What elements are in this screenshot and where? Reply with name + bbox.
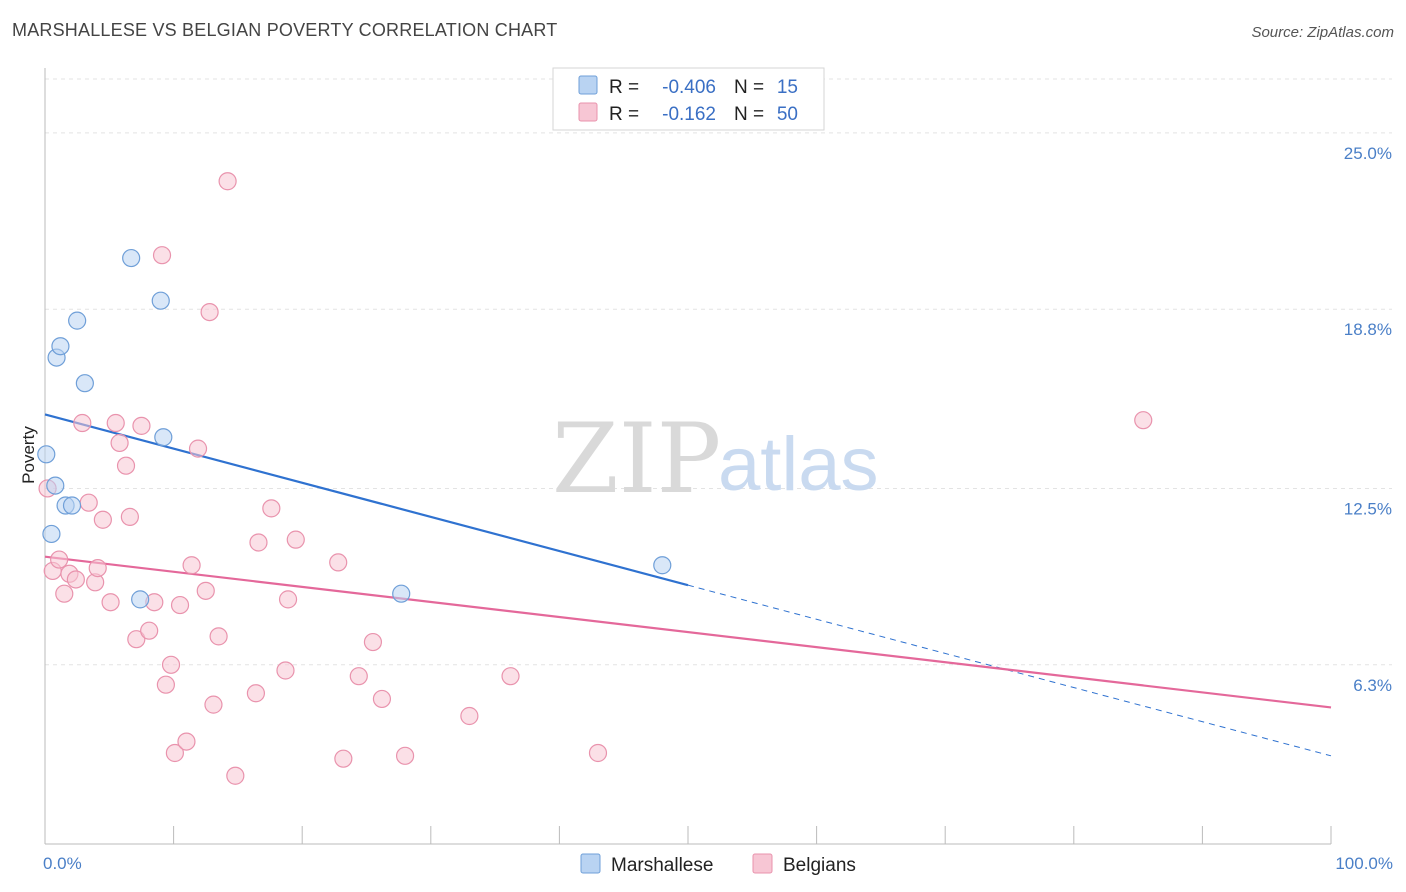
- point-belgians: [278, 590, 298, 609]
- point-marshallese: [68, 311, 87, 330]
- correlation-legend: R = -0.406 N = 15 R = -0.162 N = 50: [552, 67, 825, 131]
- legend-swatch-marshallese: [580, 853, 601, 874]
- point-belgians: [218, 172, 237, 191]
- point-marshallese: [51, 337, 70, 356]
- point-belgians: [334, 749, 353, 768]
- point-belgians: [246, 684, 266, 703]
- point-belgians: [88, 558, 107, 578]
- point-belgians: [140, 621, 159, 640]
- point-belgians: [262, 499, 281, 518]
- point-belgians: [165, 743, 184, 763]
- legend-n-marshallese: 15: [777, 77, 798, 98]
- watermark-atlas: atlas: [718, 422, 879, 507]
- point-belgians: [204, 695, 223, 714]
- point-belgians: [110, 433, 129, 453]
- point-belgians: [329, 553, 348, 572]
- point-belgians: [50, 550, 69, 569]
- point-belgians: [101, 593, 120, 612]
- source-credit: Source: ZipAtlas.com: [1251, 24, 1394, 41]
- grid-lines: [45, 78, 1392, 666]
- point-marshallese: [46, 476, 65, 495]
- watermark-zip: ZIP: [552, 403, 721, 515]
- point-marshallese: [62, 496, 82, 515]
- point-marshallese: [131, 590, 150, 609]
- legend-n-label: N =: [734, 104, 764, 125]
- tick-labels: 6.3% 12.5% 18.8% 25.0% 0.0% 100.0%: [43, 144, 1393, 873]
- point-marshallese: [37, 445, 56, 464]
- point-belgians: [161, 655, 181, 674]
- point-marshallese: [653, 556, 672, 575]
- point-marshallese: [42, 524, 61, 544]
- trend-lines: [44, 413, 1332, 757]
- legend-label-belgians: Belgians: [783, 855, 856, 876]
- y-tick-label: 6.3%: [1353, 676, 1392, 695]
- point-belgians: [395, 746, 415, 765]
- y-axis-label: Poverty: [19, 426, 38, 484]
- point-belgians: [79, 493, 98, 512]
- point-belgians: [372, 689, 392, 709]
- trend-line-belgians: [44, 555, 1332, 709]
- point-belgians: [286, 530, 305, 549]
- legend-swatch-belgians: [752, 853, 773, 874]
- point-belgians: [120, 507, 139, 526]
- chart-title: MARSHALLESE VS BELGIAN POVERTY CORRELATI…: [12, 20, 558, 40]
- legend-n-label: N =: [734, 77, 764, 98]
- point-belgians: [276, 661, 295, 680]
- point-belgians: [73, 413, 92, 433]
- point-belgians: [200, 302, 219, 322]
- point-belgians: [66, 570, 85, 589]
- legend-n-belgians: 50: [777, 104, 798, 125]
- x-tick-label-start: 0.0%: [43, 854, 82, 873]
- point-belgians: [93, 510, 112, 529]
- point-belgians: [196, 581, 215, 600]
- point-belgians: [460, 706, 479, 726]
- point-marshallese: [392, 584, 411, 603]
- point-belgians: [177, 732, 196, 751]
- point-belgians: [170, 595, 190, 615]
- point-belgians: [501, 667, 520, 686]
- point-belgians: [349, 667, 368, 686]
- point-belgians: [182, 556, 201, 575]
- point-belgians: [1134, 411, 1153, 430]
- point-marshallese: [75, 374, 94, 393]
- point-belgians: [106, 413, 125, 433]
- point-belgians: [116, 456, 136, 475]
- point-belgians: [588, 743, 608, 763]
- y-tick-label: 25.0%: [1344, 144, 1392, 163]
- trend-line-marshallese: [44, 413, 689, 587]
- data-points: [37, 172, 1153, 785]
- point-belgians: [363, 632, 383, 652]
- point-belgians: [152, 246, 172, 265]
- point-belgians: [132, 416, 151, 435]
- point-belgians: [249, 533, 268, 552]
- point-belgians: [209, 627, 228, 646]
- legend-swatch-marshallese: [578, 75, 598, 95]
- point-marshallese: [122, 248, 141, 268]
- y-tick-label: 18.8%: [1344, 320, 1392, 339]
- series-legend: Marshallese Belgians: [580, 853, 856, 876]
- legend-r-marshallese: -0.406: [662, 77, 716, 98]
- watermark: ZIP atlas: [552, 403, 879, 515]
- legend-label-marshallese: Marshallese: [611, 855, 713, 876]
- legend-swatch-belgians: [578, 102, 598, 122]
- point-belgians: [127, 630, 146, 649]
- point-marshallese: [154, 428, 173, 447]
- point-belgians: [188, 439, 208, 458]
- point-belgians: [156, 675, 175, 694]
- x-tick-label-end: 100.0%: [1335, 854, 1393, 873]
- point-belgians: [226, 766, 245, 785]
- point-belgians: [55, 584, 74, 603]
- legend-r-belgians: -0.162: [662, 104, 716, 125]
- legend-r-label: R =: [609, 77, 639, 98]
- legend-r-label: R =: [609, 104, 639, 125]
- y-tick-label: 12.5%: [1344, 499, 1392, 518]
- point-marshallese: [151, 291, 170, 310]
